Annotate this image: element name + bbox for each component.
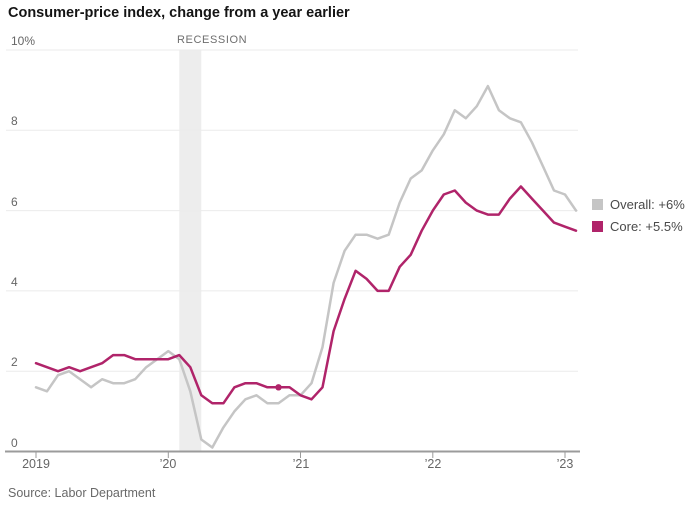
chart-title: Consumer-price index, change from a year… [8, 5, 350, 21]
y-axis-label-0: 0 [11, 436, 18, 450]
x-axis-label-2019: 2019 [22, 457, 50, 471]
core-marker-dot[interactable] [275, 384, 282, 391]
chart-legend: Overall: +6% Core: +5.5% [592, 193, 685, 237]
legend-swatch-overall [592, 198, 603, 210]
legend-label-core: Core: +5.5% [610, 218, 683, 234]
source-note: Source: Labor Department [8, 486, 156, 500]
series-line-overall[interactable] [34, 84, 578, 449]
x-axis-label-23: ’23 [556, 457, 574, 471]
legend-swatch-core [592, 220, 603, 232]
recession-band [179, 50, 202, 452]
y-axis-label-10: 10% [11, 34, 36, 48]
legend-item-core[interactable]: Core: +5.5% [592, 215, 685, 237]
y-axis-label-4: 4 [11, 275, 18, 289]
series-line-core[interactable] [34, 185, 578, 405]
y-axis-label-6: 6 [11, 195, 18, 209]
legend-item-overall[interactable]: Overall: +6% [592, 193, 685, 215]
y-axis-label-2: 2 [11, 355, 18, 369]
x-axis-label-21: ’21 [292, 457, 310, 471]
recession-label: RECESSION [177, 34, 248, 46]
legend-label-overall: Overall: +6% [610, 196, 685, 212]
x-axis-label-22: ’22 [424, 457, 442, 471]
x-axis-label-20: ’20 [159, 457, 177, 471]
y-axis-label-8: 8 [11, 114, 18, 128]
